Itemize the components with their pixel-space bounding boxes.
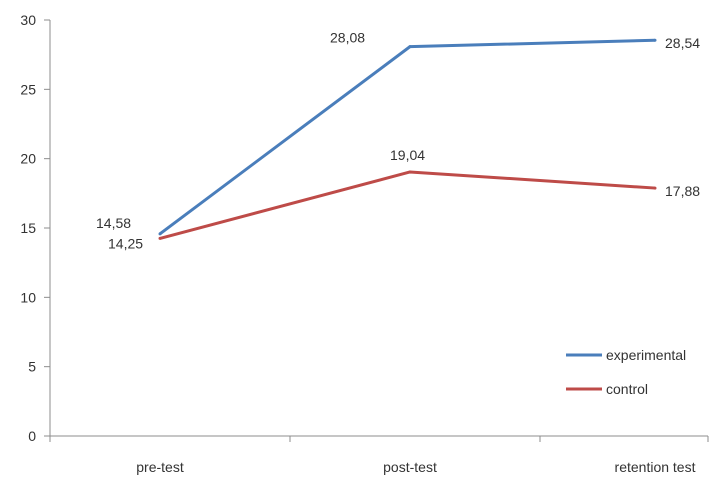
y-tick-label: 30 — [20, 12, 36, 28]
y-tick-label: 25 — [20, 81, 36, 97]
y-tick-label: 10 — [20, 289, 36, 305]
legend-label: experimental — [606, 347, 686, 363]
x-tick-label: retention test — [615, 459, 696, 475]
axes: 0 5 10 15 20 25 30 pre-test post-test retention t… — [20, 12, 709, 475]
x-tick-label: pre-test — [136, 459, 184, 475]
legend-label: control — [606, 381, 648, 397]
series-line-experimental — [159, 38, 656, 236]
data-label: 14,25 — [108, 235, 143, 251]
data-labels: 14,58 28,08 28,54 14,25 19,04 17,88 — [96, 30, 700, 252]
x-tick-label: post-test — [383, 459, 437, 475]
data-point — [653, 186, 657, 190]
data-point — [158, 232, 162, 236]
data-label: 14,58 — [96, 215, 131, 231]
data-point — [653, 38, 657, 42]
data-point — [408, 45, 412, 49]
data-label: 19,04 — [390, 147, 425, 163]
y-tick-label: 5 — [28, 359, 36, 375]
series-line-control — [159, 170, 656, 240]
data-point — [408, 170, 412, 174]
data-point — [158, 236, 162, 240]
data-label: 28,54 — [665, 35, 700, 51]
y-tick-label: 15 — [20, 220, 36, 236]
legend: experimental control — [566, 347, 686, 397]
y-tick-label: 20 — [20, 151, 36, 167]
data-label: 17,88 — [665, 183, 700, 199]
series-lines — [158, 38, 657, 240]
y-tick-label: 0 — [28, 428, 36, 444]
data-label: 28,08 — [330, 30, 365, 46]
